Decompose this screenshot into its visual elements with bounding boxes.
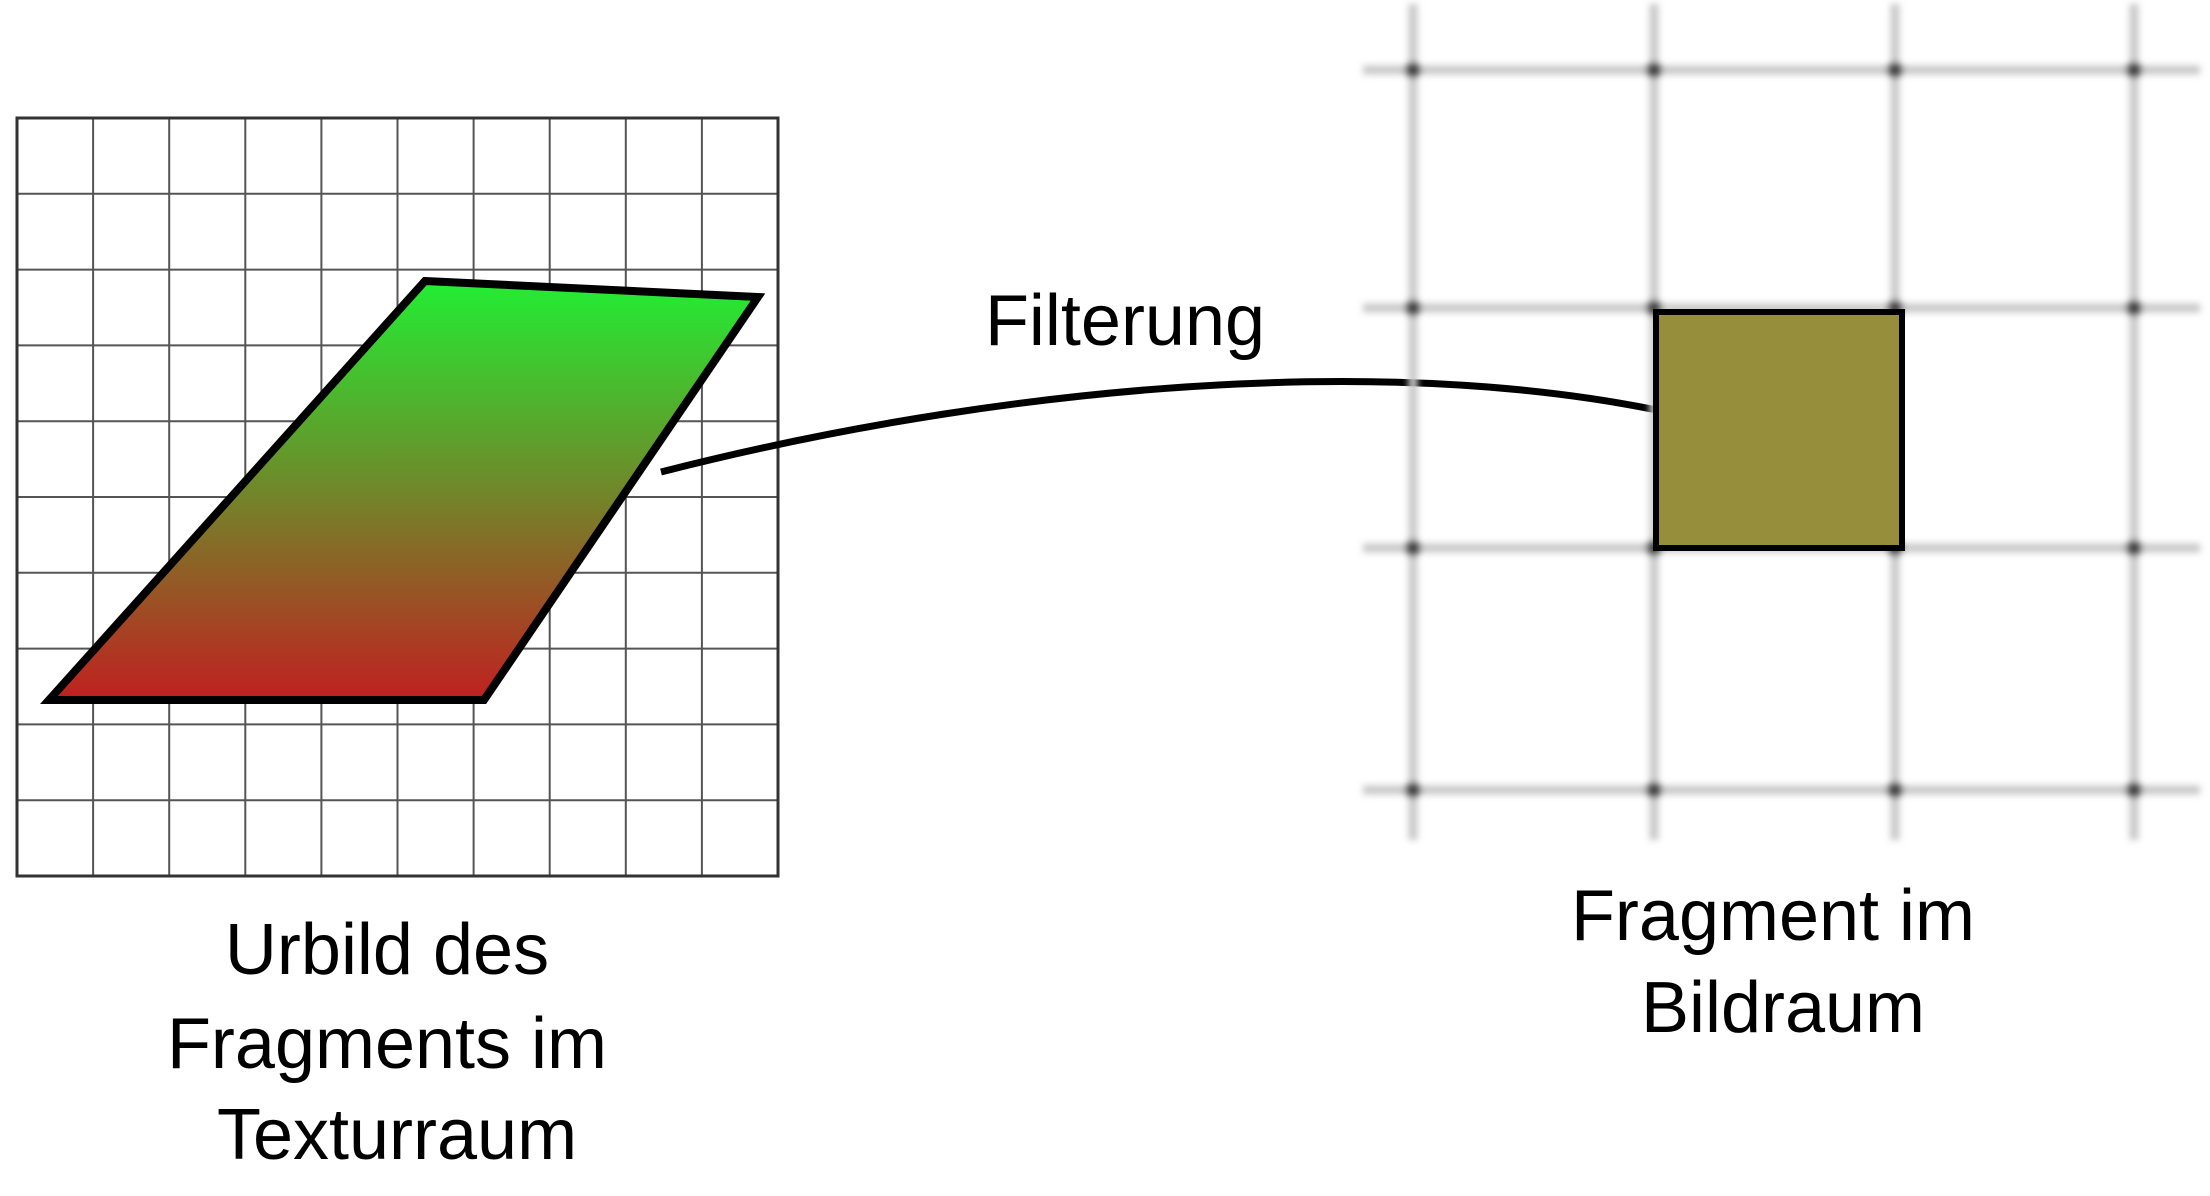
image-grid-sample-point (1405, 300, 1421, 316)
image-grid-sample-point (1405, 782, 1421, 798)
image-grid-sample-point (1405, 62, 1421, 78)
image-grid-sample-point (1646, 62, 1662, 78)
filtering-arrow: Filterung (660, 281, 1772, 476)
image-grid-sample-point (1887, 782, 1903, 798)
screen-fragment-pixel (1653, 309, 1905, 551)
image-space-caption: Fragment im Bildraum (1571, 876, 1995, 1048)
filtering-label: Filterung (985, 281, 1265, 361)
image-grid-sample-point (2126, 782, 2142, 798)
image-grid-sample-point (1887, 62, 1903, 78)
image-space-panel: Fragment im Bildraum (1363, 4, 2200, 1048)
texture-caption-line-3: Texturraum (217, 1095, 577, 1175)
image-caption-line-2: Bildraum (1641, 968, 1925, 1048)
texture-space-caption: Urbild des Fragments im Texturraum (167, 910, 627, 1175)
image-grid-sample-point (1405, 540, 1421, 556)
image-grid-sample-point (2126, 300, 2142, 316)
fragment-preimage-parallelogram (40, 276, 766, 704)
image-grid-sample-point (1646, 782, 1662, 798)
image-caption-line-1: Fragment im (1571, 876, 1975, 956)
texture-space-panel: Urbild des Fragments im Texturraum (15, 116, 780, 1175)
texture-caption-line-2: Fragments im (167, 1004, 607, 1084)
image-grid-sample-point (2126, 540, 2142, 556)
image-grid-sample-point (2126, 62, 2142, 78)
texture-grid-border (15, 116, 780, 878)
texture-caption-line-1: Urbild des (225, 910, 549, 990)
arrow-curve (660, 378, 1772, 476)
